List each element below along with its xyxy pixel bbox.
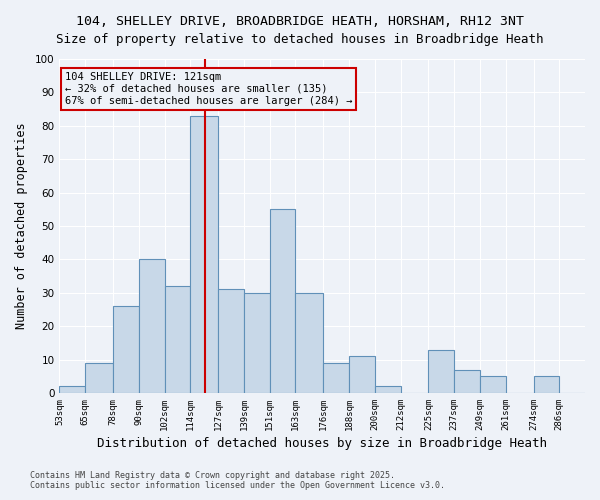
Text: 104 SHELLEY DRIVE: 121sqm
← 32% of detached houses are smaller (135)
67% of semi: 104 SHELLEY DRIVE: 121sqm ← 32% of detac… (65, 72, 352, 106)
Bar (218, 290, 244, 393)
Bar (323, 363, 349, 393)
Bar (428, 350, 454, 393)
Bar (244, 293, 269, 393)
Bar (295, 293, 323, 393)
Bar (375, 386, 401, 393)
Text: Size of property relative to detached houses in Broadbridge Heath: Size of property relative to detached ho… (56, 32, 544, 46)
Bar (113, 306, 139, 393)
Bar (190, 116, 218, 393)
Bar (139, 260, 164, 393)
Bar (85, 363, 113, 393)
Bar (480, 376, 506, 393)
Bar (349, 356, 375, 393)
Bar (164, 286, 190, 393)
Y-axis label: Number of detached properties: Number of detached properties (15, 122, 28, 330)
Text: 104, SHELLEY DRIVE, BROADBRIDGE HEATH, HORSHAM, RH12 3NT: 104, SHELLEY DRIVE, BROADBRIDGE HEATH, H… (76, 15, 524, 28)
X-axis label: Distribution of detached houses by size in Broadbridge Heath: Distribution of detached houses by size … (97, 437, 547, 450)
Bar (454, 370, 480, 393)
Text: Contains HM Land Registry data © Crown copyright and database right 2025.
Contai: Contains HM Land Registry data © Crown c… (30, 470, 445, 490)
Bar (59, 386, 85, 393)
Bar (269, 210, 295, 393)
Bar (533, 376, 559, 393)
